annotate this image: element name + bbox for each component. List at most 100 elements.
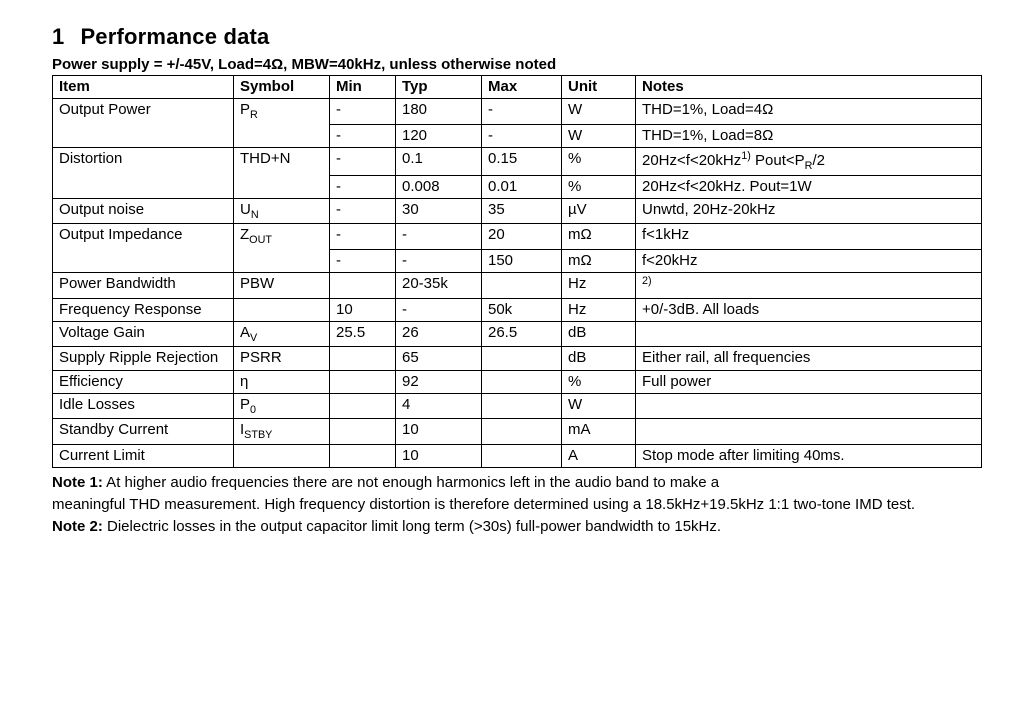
cell-notes: Unwtd, 20Hz-20kHz xyxy=(636,198,982,224)
cell-min: - xyxy=(330,148,396,176)
table-row: -120-WTHD=1%, Load=8Ω xyxy=(53,124,982,147)
cell-max: - xyxy=(482,99,562,125)
cell-symbol: AV xyxy=(234,321,330,347)
note2-label: Note 2: xyxy=(52,518,103,535)
table-row: Efficiencyη92%Full power xyxy=(53,370,982,393)
cell-typ: 65 xyxy=(396,347,482,370)
cell-min: - xyxy=(330,99,396,125)
section-number: 1 xyxy=(52,24,64,49)
cell-notes: THD=1%, Load=8Ω xyxy=(636,124,982,147)
cell-max xyxy=(482,273,562,298)
cell-typ: 20-35k xyxy=(396,273,482,298)
cell-item: Voltage Gain xyxy=(53,321,234,347)
cell-min xyxy=(330,347,396,370)
cell-unit: mΩ xyxy=(562,250,636,273)
cell-item: Distortion xyxy=(53,148,234,176)
cell-max xyxy=(482,393,562,419)
cell-item xyxy=(53,250,234,273)
cell-unit: % xyxy=(562,175,636,198)
col-notes: Notes xyxy=(636,76,982,99)
cell-symbol: ISTBY xyxy=(234,419,330,445)
col-symbol: Symbol xyxy=(234,76,330,99)
cell-min: - xyxy=(330,224,396,250)
cell-notes xyxy=(636,321,982,347)
cell-symbol: PR xyxy=(234,99,330,125)
table-row: Output noiseUN-3035µVUnwtd, 20Hz-20kHz xyxy=(53,198,982,224)
section-title-text: Performance data xyxy=(80,24,269,49)
performance-data-page: 1 Performance data Power supply = +/-45V,… xyxy=(0,0,1034,561)
cell-max: 0.15 xyxy=(482,148,562,176)
table-row: Power BandwidthPBW20-35kHz2) xyxy=(53,273,982,298)
cell-unit: % xyxy=(562,148,636,176)
cell-typ: 0.1 xyxy=(396,148,482,176)
cell-item: Supply Ripple Rejection xyxy=(53,347,234,370)
table-row: Output ImpedanceZOUT--20mΩf<1kHz xyxy=(53,224,982,250)
note1-text-cont: meaningful THD measurement. High frequen… xyxy=(52,496,915,513)
table-row: DistortionTHD+N-0.10.15%20Hz<f<20kHz1) P… xyxy=(53,148,982,176)
cell-notes: f<20kHz xyxy=(636,250,982,273)
cell-item: Power Bandwidth xyxy=(53,273,234,298)
cell-min xyxy=(330,419,396,445)
table-row: Output PowerPR-180-WTHD=1%, Load=4Ω xyxy=(53,99,982,125)
col-typ: Typ xyxy=(396,76,482,99)
cell-notes: 20Hz<f<20kHz1) Pout<PR/2 xyxy=(636,148,982,176)
cell-max: 0.01 xyxy=(482,175,562,198)
cell-typ: 92 xyxy=(396,370,482,393)
cell-notes: f<1kHz xyxy=(636,224,982,250)
cell-max: - xyxy=(482,124,562,147)
cell-typ: 26 xyxy=(396,321,482,347)
col-min: Min xyxy=(330,76,396,99)
table-row: Supply Ripple RejectionPSRR65dBEither ra… xyxy=(53,347,982,370)
cell-min xyxy=(330,393,396,419)
cell-unit: µV xyxy=(562,198,636,224)
cell-symbol: PSRR xyxy=(234,347,330,370)
cell-item: Efficiency xyxy=(53,370,234,393)
cell-max: 150 xyxy=(482,250,562,273)
cell-unit: W xyxy=(562,99,636,125)
cell-typ: 0.008 xyxy=(396,175,482,198)
cell-typ: - xyxy=(396,298,482,321)
cell-item: Idle Losses xyxy=(53,393,234,419)
conditions-line: Power supply = +/-45V, Load=4Ω, MBW=40kH… xyxy=(52,56,982,73)
cell-typ: 180 xyxy=(396,99,482,125)
cell-notes: Full power xyxy=(636,370,982,393)
cell-min: - xyxy=(330,250,396,273)
cell-max xyxy=(482,347,562,370)
cell-symbol xyxy=(234,444,330,467)
cell-notes: Stop mode after limiting 40ms. xyxy=(636,444,982,467)
cell-symbol xyxy=(234,250,330,273)
cell-notes: +0/-3dB. All loads xyxy=(636,298,982,321)
cell-notes: THD=1%, Load=4Ω xyxy=(636,99,982,125)
cell-max: 26.5 xyxy=(482,321,562,347)
cell-symbol: UN xyxy=(234,198,330,224)
cell-notes: Either rail, all frequencies xyxy=(636,347,982,370)
cell-notes xyxy=(636,393,982,419)
cell-unit: % xyxy=(562,370,636,393)
cell-min: 10 xyxy=(330,298,396,321)
cell-symbol xyxy=(234,175,330,198)
cell-unit: dB xyxy=(562,321,636,347)
cell-min: - xyxy=(330,198,396,224)
cell-min: 25.5 xyxy=(330,321,396,347)
cell-symbol xyxy=(234,124,330,147)
cell-notes: 20Hz<f<20kHz. Pout=1W xyxy=(636,175,982,198)
cell-max: 50k xyxy=(482,298,562,321)
cell-symbol: PBW xyxy=(234,273,330,298)
cell-min xyxy=(330,370,396,393)
section-heading: 1 Performance data xyxy=(52,24,982,50)
cell-min xyxy=(330,273,396,298)
cell-item: Frequency Response xyxy=(53,298,234,321)
cell-item: Standby Current xyxy=(53,419,234,445)
cell-item xyxy=(53,124,234,147)
table-row: --150mΩf<20kHz xyxy=(53,250,982,273)
cell-typ: - xyxy=(396,224,482,250)
cell-notes: 2) xyxy=(636,273,982,298)
table-row: Voltage GainAV25.52626.5dB xyxy=(53,321,982,347)
cell-unit: W xyxy=(562,124,636,147)
cell-max xyxy=(482,444,562,467)
table-row: -0.0080.01%20Hz<f<20kHz. Pout=1W xyxy=(53,175,982,198)
table-row: Frequency Response 10-50kHz+0/-3dB. All l… xyxy=(53,298,982,321)
cell-unit: mA xyxy=(562,419,636,445)
cell-unit: Hz xyxy=(562,298,636,321)
cell-max xyxy=(482,419,562,445)
